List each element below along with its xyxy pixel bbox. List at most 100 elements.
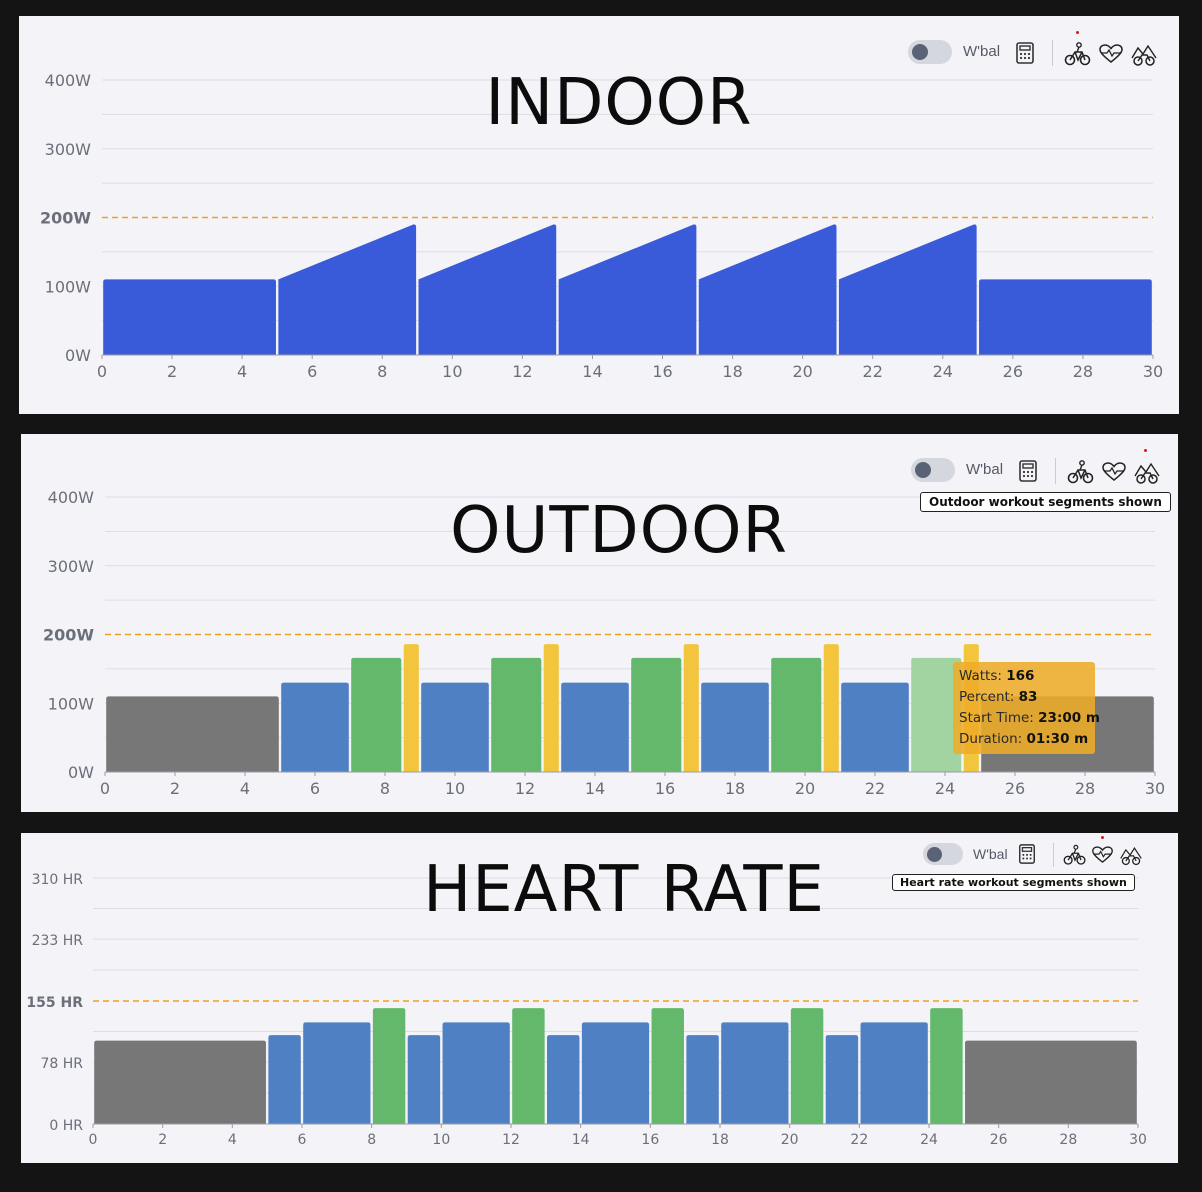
chart-toolbar: W'bal	[923, 836, 1163, 875]
x-tick-label: 16	[655, 779, 675, 798]
wbal-label: W'bal	[966, 461, 1004, 478]
outdoor-bike-icon[interactable]	[1133, 458, 1161, 486]
active-indicator-dot	[1144, 449, 1147, 452]
tooltip-start-value: 23:00 m	[1038, 710, 1100, 726]
segment-bar	[106, 696, 279, 772]
chart-toolbar: W'bal	[911, 449, 1171, 490]
toggle-knob	[912, 44, 928, 60]
heart-rate-panel: 0 HR 78 HR 155 HR 233 HR 310 HR 0 2 4 6 8 10 12 14 16…	[21, 833, 1178, 1163]
segment-bar	[631, 657, 682, 772]
segment-bar	[407, 1035, 441, 1124]
y-tick-label: 233 HR	[32, 933, 84, 949]
chart-title: INDOOR	[485, 66, 753, 140]
x-tick-label: 10	[445, 779, 465, 798]
wbal-toggle[interactable]	[908, 40, 952, 64]
segment-bar	[965, 1040, 1137, 1124]
x-tick-label: 2	[170, 779, 180, 798]
x-tick-label: 28	[1073, 362, 1093, 381]
heartbeat-icon[interactable]	[1101, 461, 1127, 483]
segments-shown-tag: Heart rate workout segments shown	[892, 874, 1135, 891]
x-tick-label: 4	[228, 1132, 237, 1148]
segment-bar	[303, 1022, 371, 1124]
segment-bar	[268, 1035, 301, 1124]
active-indicator-dot	[1076, 31, 1079, 34]
outdoor-panel: 0W 100W 200W 300W 400W 0 2 4 6 8 10 12 14 16 18 20 22 24 2…	[21, 434, 1178, 812]
x-tick-label: 10	[442, 362, 462, 381]
x-tick-label: 12	[515, 779, 535, 798]
segment-bar	[103, 279, 276, 355]
segment-bar	[911, 657, 962, 772]
chart-title: HEART RATE	[423, 853, 825, 927]
segment-bar	[860, 1022, 928, 1124]
x-tick-label: 26	[1005, 779, 1025, 798]
x-tick-label: 18	[722, 362, 742, 381]
tooltip-percent-value: 83	[1018, 689, 1038, 705]
segment-bar	[651, 1008, 684, 1124]
x-tick-label: 4	[237, 362, 247, 381]
y-tick-label: 0W	[65, 346, 91, 365]
segment-tooltip: Watts: 166 Percent: 83 Start Time: 23:00…	[953, 662, 1100, 754]
bike-icon[interactable]	[1064, 41, 1092, 67]
bike-icon[interactable]	[1067, 459, 1095, 485]
x-tick-label: 12	[502, 1132, 520, 1148]
segment-bar	[442, 1022, 510, 1124]
x-tick-label: 14	[585, 779, 605, 798]
chart-toolbar: W'bal	[908, 31, 1168, 72]
x-tick-label: 4	[240, 779, 250, 798]
x-tick-label: 18	[725, 779, 745, 798]
calculator-icon[interactable]	[1014, 41, 1036, 65]
wbal-toggle[interactable]	[911, 458, 955, 482]
x-tick-label: 24	[935, 779, 955, 798]
x-tick-label: 14	[572, 1132, 590, 1148]
toolbar-divider	[1053, 843, 1054, 867]
x-tick-label: 24	[933, 362, 953, 381]
outdoor-bike-icon[interactable]	[1119, 842, 1143, 868]
segment-bar	[421, 682, 489, 772]
segment-bar	[698, 224, 837, 355]
segment-bar	[351, 657, 402, 772]
x-tick-label: 16	[652, 362, 672, 381]
tooltip-percent-label: Percent:	[959, 689, 1015, 705]
segment-bar	[372, 1008, 406, 1124]
y-tick-label: 0W	[68, 763, 94, 782]
outdoor-bike-icon[interactable]	[1130, 40, 1158, 68]
x-tick-label: 22	[865, 779, 885, 798]
x-tick-label: 30	[1129, 1132, 1147, 1148]
x-tick-label: 0	[97, 362, 107, 381]
segment-bar	[403, 644, 419, 772]
heartbeat-icon[interactable]	[1091, 845, 1114, 865]
segment-bar	[790, 1008, 824, 1124]
segment-bar	[721, 1022, 789, 1124]
segment-bar	[543, 644, 559, 772]
bike-icon[interactable]	[1063, 843, 1087, 867]
x-tick-label: 22	[863, 362, 883, 381]
tooltip-duration-row: Duration: 01:30 m	[959, 729, 1089, 750]
wbal-label: W'bal	[973, 846, 1008, 862]
y-tick-label: 400W	[48, 488, 95, 507]
calculator-icon[interactable]	[1017, 459, 1039, 483]
x-tick-label: 26	[990, 1132, 1008, 1148]
tooltip-duration-value: 01:30 m	[1026, 731, 1089, 747]
x-tick-label: 12	[512, 362, 532, 381]
calculator-icon[interactable]	[1017, 843, 1037, 865]
heartbeat-icon[interactable]	[1098, 43, 1124, 65]
x-tick-label: 10	[432, 1132, 450, 1148]
segment-bar	[418, 224, 557, 355]
wbal-toggle[interactable]	[923, 843, 963, 865]
x-tick-label: 0	[100, 779, 110, 798]
y-tick-label: 300W	[48, 557, 95, 576]
x-tick-label: 20	[781, 1132, 799, 1148]
segment-bar	[701, 682, 769, 772]
x-tick-label: 6	[307, 362, 317, 381]
segment-bar	[491, 657, 542, 772]
x-tick-label: 28	[1075, 779, 1095, 798]
x-tick-label: 6	[310, 779, 320, 798]
x-tick-label: 14	[582, 362, 602, 381]
segment-bar	[581, 1022, 650, 1124]
x-tick-label: 30	[1145, 779, 1165, 798]
x-tick-label: 22	[850, 1132, 868, 1148]
y-tick-label: 0 HR	[49, 1118, 83, 1134]
wbal-label: W'bal	[963, 43, 1001, 60]
